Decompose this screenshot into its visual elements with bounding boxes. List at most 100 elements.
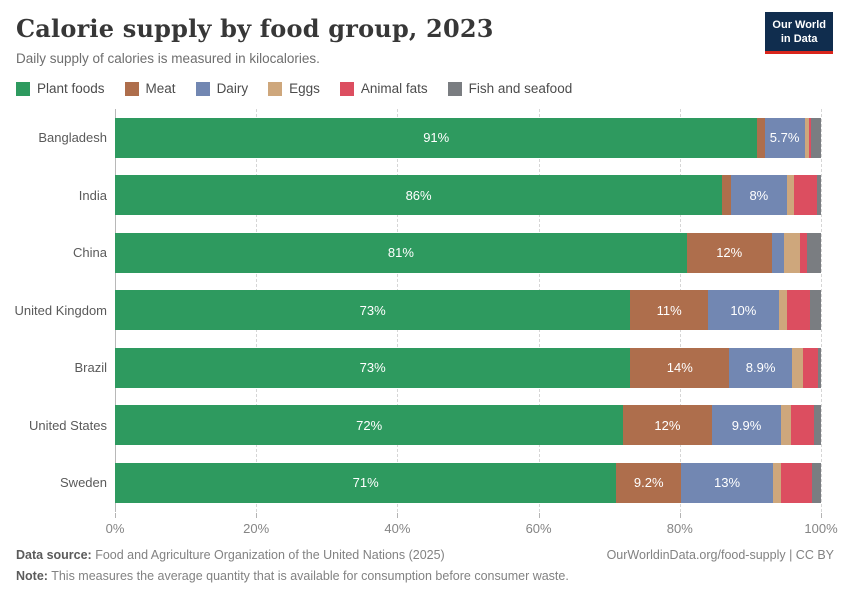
legend-label: Animal fats [360,81,428,96]
bar-segment-fish-and-seafood[interactable] [818,347,821,388]
bar-segment-eggs[interactable] [784,232,800,273]
header: Calorie supply by food group, 2023 Daily… [0,0,850,67]
bar-china: 81% 12% [115,232,821,273]
chart-row-bangladesh: Bangladesh 91% 5.7% [0,109,850,167]
chart-rows: Bangladesh 91% 5.7% India 86% 8% China 81% 12% Un… [0,109,850,512]
legend-item-fish-and-seafood[interactable]: Fish and seafood [447,81,572,96]
bar-segment-meat[interactable]: 12% [686,232,772,273]
country-label: Sweden [60,475,107,491]
bar-segment-plant-foods[interactable]: 73% [115,290,631,331]
country-label: Bangladesh [38,130,107,146]
bar-segment-meat[interactable]: 12% [623,405,712,446]
x-tick-80 [679,512,681,518]
stacked-bar-chart: Bangladesh 91% 5.7% India 86% 8% China 81% 12% Un… [0,109,850,538]
legend-label: Plant foods [37,81,105,96]
bar-segment-plant-foods[interactable]: 73% [115,347,631,388]
bar-segment-plant-foods[interactable]: 86% [115,175,723,216]
legend-label: Eggs [289,81,320,96]
chart-row-china: China 81% 12% [0,224,850,282]
bar-segment-animal-fats[interactable] [781,462,812,503]
country-label: Brazil [74,360,107,376]
legend-swatch-icon [16,81,30,96]
legend-item-eggs[interactable]: Eggs [268,81,320,96]
owid-logo[interactable]: Our World in Data [765,12,833,54]
bar-united-states: 72% 12% 9.9% [115,405,821,446]
legend-label: Dairy [216,81,249,96]
legend-label: Meat [145,81,176,96]
x-tick-100 [821,512,822,518]
bar-segment-meat[interactable]: 11% [630,290,709,331]
legend: Plant foods Meat Dairy Eggs Animal fats Fish … [0,67,850,96]
chart-title: Calorie supply by food group, 2023 [16,14,494,43]
bar-segment-plant-foods[interactable]: 71% [115,462,617,503]
legend-swatch-icon [268,81,283,96]
footer-link[interactable]: OurWorldinData.org/food-supply | CC BY [606,548,834,562]
bar-segment-dairy[interactable]: 13% [681,462,773,503]
bar-segment-eggs[interactable] [792,347,803,388]
legend-item-plant-foods[interactable]: Plant foods [16,81,105,96]
bar-segment-dairy[interactable]: 8.9% [729,347,793,388]
bar-segment-fish-and-seafood[interactable] [811,462,821,503]
legend-swatch-icon [447,81,462,96]
bar-segment-fish-and-seafood[interactable] [810,290,821,331]
bar-segment-eggs[interactable] [781,405,792,446]
legend-item-meat[interactable]: Meat [124,81,176,96]
bar-segment-dairy[interactable]: 10% [708,290,779,331]
x-tick-label-0: 0% [105,520,125,536]
owid-logo-line1: Our World [772,19,826,31]
bar-segment-fish-and-seafood[interactable] [811,117,821,158]
bar-brazil: 73% 14% 8.9% [115,347,821,388]
country-label: China [73,245,107,261]
bar-segment-eggs[interactable] [804,117,809,158]
bar-segment-animal-fats[interactable] [787,290,811,331]
bar-segment-fish-and-seafood[interactable] [816,175,821,216]
bar-segment-meat[interactable]: 14% [630,347,730,388]
legend-swatch-icon [124,81,139,96]
datasource-text: Food and Agriculture Organization of the… [91,548,445,562]
bar-segment-animal-fats[interactable] [802,347,819,388]
country-label: United States [28,417,107,433]
bar-segment-animal-fats[interactable] [808,117,812,158]
bar-segment-eggs[interactable] [778,290,788,331]
chart-row-united-kingdom: United Kingdom 73% 11% 10% [0,282,850,340]
bar-segment-dairy[interactable]: 8% [730,175,788,216]
bar-segment-dairy[interactable]: 5.7% [764,117,805,158]
legend-item-animal-fats[interactable]: Animal fats [339,81,428,96]
bar-segment-animal-fats[interactable] [794,175,817,216]
country-label: India [78,187,107,203]
bar-bangladesh: 91% 5.7% [115,117,821,158]
bar-segment-animal-fats[interactable] [791,405,814,446]
bar-segment-meat[interactable] [722,175,731,216]
bar-segment-meat[interactable] [757,117,765,158]
footer: Data source: Food and Agriculture Organi… [16,545,834,587]
x-tick-label-60: 60% [525,520,552,536]
bar-segment-plant-foods[interactable]: 72% [115,405,624,446]
legend-swatch-icon [195,81,210,96]
bar-segment-plant-foods[interactable]: 81% [115,232,687,273]
chart-row-sweden: Sweden 71% 9.2% 13% [0,454,850,512]
bar-segment-eggs[interactable] [787,175,795,216]
x-tick-40 [397,512,399,518]
chart-subtitle: Daily supply of calories is measured in … [16,51,320,66]
x-axis: 0% 20% 40% 60% 80% 100% [106,512,838,538]
bar-segment-animal-fats[interactable] [799,232,807,273]
bar-united-kingdom: 73% 11% 10% [115,290,821,331]
note-text: This measures the average quantity that … [47,569,569,583]
bar-india: 86% 8% [115,175,821,216]
x-tick-label-80: 80% [666,520,693,536]
bar-segment-dairy[interactable] [771,232,785,273]
bar-segment-dairy[interactable]: 9.9% [711,405,782,446]
country-label: United Kingdom [14,302,108,318]
datasource-line: Data source: Food and Agriculture Organi… [16,545,834,566]
bar-segment-meat[interactable]: 9.2% [616,462,682,503]
note-line: Note: This measures the average quantity… [16,566,834,587]
x-tick-0 [115,512,116,518]
bar-segment-fish-and-seafood[interactable] [806,232,821,273]
bar-segment-fish-and-seafood[interactable] [813,405,821,446]
bar-segment-plant-foods[interactable]: 91% [115,117,758,158]
x-tick-label-20: 20% [243,520,270,536]
x-tick-60 [538,512,540,518]
legend-item-dairy[interactable]: Dairy [195,81,249,96]
bar-segment-eggs[interactable] [772,462,782,503]
